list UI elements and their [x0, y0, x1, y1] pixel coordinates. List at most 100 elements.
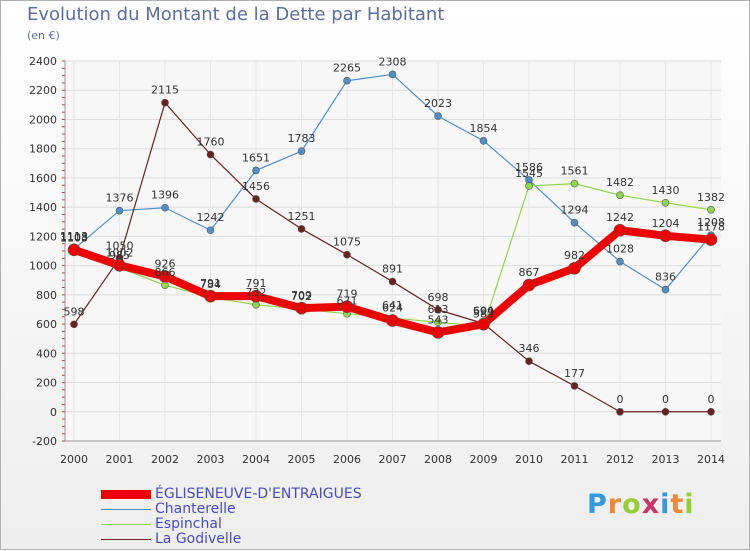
data-label-la-godivelle: 698 [428, 291, 449, 304]
data-label-espinchal: 1561 [561, 165, 589, 178]
data-point-egliseneuve [67, 243, 81, 257]
data-label-espinchal: 1545 [515, 167, 543, 180]
data-label-la-godivelle: 177 [564, 367, 585, 380]
data-point-espinchal [161, 281, 169, 290]
data-label-egliseneuve: 624 [382, 302, 403, 315]
data-point-egliseneuve [295, 301, 308, 315]
x-tick-label: 2007 [379, 453, 407, 466]
data-label-la-godivelle: 0 [662, 393, 669, 406]
y-tick-label: 1200 [29, 230, 57, 243]
y-tick-label: 2400 [29, 55, 57, 68]
data-label-chanterelle: 1376 [106, 192, 134, 205]
x-tick-label: 2008 [424, 453, 452, 466]
data-label-espinchal: 583 [473, 308, 494, 321]
x-tick-label: 2010 [515, 453, 543, 466]
data-label-chanterelle: 1208 [697, 216, 725, 229]
data-label-espinchal: 732 [246, 286, 267, 299]
data-label-egliseneuve: 791 [200, 277, 221, 290]
data-label-la-godivelle: 1760 [197, 136, 225, 149]
data-label-espinchal: 1482 [606, 176, 634, 189]
y-tick-label: 1000 [29, 260, 57, 273]
data-point-la-godivelle [70, 320, 78, 329]
legend-item-la-godivelle: La Godivelle [101, 532, 401, 547]
y-tick-label: 600 [36, 318, 57, 331]
legend-item-espinchal: Espinchal [101, 517, 401, 532]
data-point-egliseneuve [613, 223, 627, 237]
data-point-la-godivelle [707, 407, 715, 416]
data-label-la-godivelle: 0 [617, 393, 624, 406]
data-point-chanterelle [161, 203, 169, 212]
data-point-chanterelle [479, 137, 488, 145]
y-tick-label: 2200 [29, 84, 57, 97]
data-label-la-godivelle: 891 [382, 263, 403, 276]
data-point-la-godivelle [343, 250, 351, 259]
y-tick-label: -200 [32, 435, 57, 448]
data-point-espinchal [616, 191, 624, 199]
data-point-egliseneuve [704, 233, 718, 246]
x-tick-label: 2013 [652, 453, 680, 466]
y-tick-label: 2000 [29, 113, 57, 126]
data-label-egliseneuve: 709 [291, 289, 312, 302]
data-label-la-godivelle: 1456 [242, 180, 270, 193]
legend-item-chanterelle: Chanterelle [101, 502, 401, 517]
legend-swatch-espinchal [101, 524, 151, 525]
data-label-chanterelle: 1028 [606, 243, 634, 256]
legend-swatch-chanterelle [101, 509, 151, 510]
data-label-chanterelle: 1783 [288, 132, 316, 145]
data-label-egliseneuve: 719 [337, 288, 358, 301]
y-tick-label: 0 [50, 406, 57, 419]
x-tick-label: 2001 [106, 453, 134, 466]
data-label-chanterelle: 1294 [561, 204, 589, 217]
data-label-egliseneuve: 1002 [106, 246, 134, 259]
data-label-la-godivelle: 1251 [288, 210, 316, 223]
data-point-egliseneuve [249, 289, 263, 303]
data-point-la-godivelle [616, 407, 624, 416]
data-point-espinchal [661, 198, 670, 207]
data-label-espinchal: 1103 [60, 232, 88, 245]
data-point-egliseneuve [522, 278, 536, 292]
data-label-egliseneuve: 982 [564, 249, 585, 262]
chart-unit-label: (en €) [27, 29, 60, 42]
data-label-espinchal: 613 [428, 303, 449, 316]
data-point-egliseneuve [659, 229, 672, 243]
data-point-chanterelle [661, 285, 670, 294]
data-label-chanterelle: 1651 [242, 151, 270, 164]
data-label-espinchal: 671 [337, 295, 358, 308]
data-point-la-godivelle [570, 382, 579, 390]
data-point-chanterelle [388, 70, 397, 79]
legend-swatch-la-godivelle [101, 539, 151, 540]
data-label-la-godivelle: 346 [519, 342, 540, 355]
data-label-espinchal: 985 [109, 249, 130, 262]
data-point-espinchal [707, 205, 715, 214]
proxiti-logo: Proxiti [587, 489, 695, 520]
x-tick-label: 2002 [151, 453, 179, 466]
data-point-la-godivelle [206, 150, 215, 159]
data-label-la-godivelle: 1050 [106, 239, 134, 252]
data-point-egliseneuve [477, 317, 490, 331]
data-point-egliseneuve [204, 289, 217, 303]
data-label-espinchal: 1382 [697, 191, 725, 204]
data-point-egliseneuve [386, 314, 399, 327]
chart-title: Evolution du Montant de la Dette par Hab… [27, 4, 445, 25]
legend-label: La Godivelle [155, 531, 242, 547]
data-label-egliseneuve: 1178 [697, 221, 725, 234]
data-label-chanterelle: 1396 [151, 189, 179, 202]
data-label-chanterelle: 2023 [424, 97, 452, 110]
data-label-chanterelle: 2265 [333, 62, 361, 75]
data-point-chanterelle [343, 76, 351, 85]
data-label-espinchal: 641 [382, 299, 403, 312]
data-label-egliseneuve: 926 [155, 257, 176, 270]
data-label-la-godivelle: 598 [64, 305, 85, 318]
data-label-chanterelle: 836 [655, 271, 676, 284]
y-tick-label: 400 [36, 347, 57, 360]
x-tick-label: 2011 [561, 453, 589, 466]
data-point-espinchal [570, 179, 579, 188]
data-point-chanterelle [434, 112, 442, 120]
legend-label: ÉGLISENEUVE-D'ENTRAIGUES [155, 486, 362, 502]
y-tick-label: 1800 [29, 143, 57, 156]
data-label-chanterelle: 2308 [379, 55, 407, 68]
data-point-chanterelle [252, 166, 260, 175]
y-tick-label: 800 [36, 289, 57, 302]
